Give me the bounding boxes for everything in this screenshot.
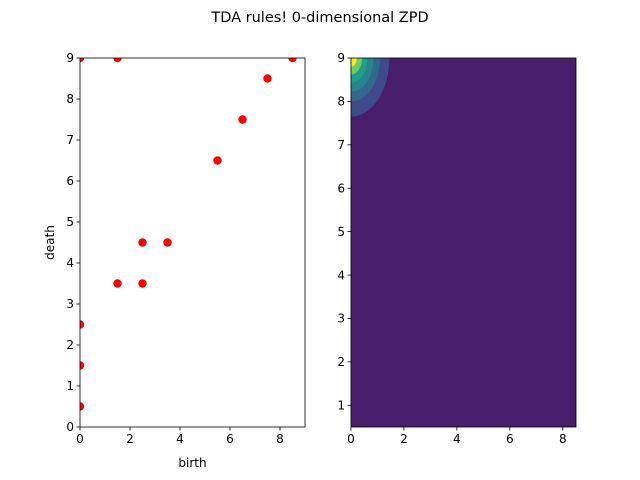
left-x-tick-label: 6 — [226, 432, 234, 446]
left-x-tick-label: 0 — [76, 432, 84, 446]
left-x-tick-label: 4 — [176, 432, 184, 446]
right-y-tick-label: 5 — [337, 225, 345, 239]
right-x-tick-label: 8 — [559, 432, 567, 446]
scatter-point — [163, 238, 172, 247]
scatter-point — [80, 361, 85, 370]
left-y-tick-label: 8 — [66, 92, 74, 106]
left-y-tick-label: 0 — [66, 420, 74, 434]
density-contour-panel: 0 2 4 6 8 1 2 3 4 5 6 7 8 9 — [337, 51, 577, 446]
left-plot-area — [80, 58, 297, 411]
scatter-point — [238, 115, 247, 124]
persistence-scatter-panel: 0 2 4 6 8 0 1 2 3 4 5 6 7 8 9 birth death — [43, 51, 306, 470]
left-y-tick-label: 6 — [66, 174, 74, 188]
left-frame — [79, 57, 306, 428]
right-y-tick-label: 2 — [337, 355, 345, 369]
contour-background — [351, 58, 576, 427]
scatter-point — [138, 238, 147, 247]
right-x-tick-label: 0 — [347, 432, 355, 446]
left-x-tick-label: 2 — [126, 432, 134, 446]
scatter-point — [138, 279, 147, 288]
right-y-tick-label: 4 — [337, 268, 345, 282]
figure-title: TDA rules! 0-dimensional ZPD — [210, 10, 428, 26]
left-x-axis-label: birth — [178, 456, 206, 470]
left-y-tick-label: 1 — [66, 379, 74, 393]
scatter-point — [288, 58, 297, 63]
left-x-tick-label: 8 — [276, 432, 284, 446]
scatter-point — [80, 402, 85, 411]
left-y-tick-label: 2 — [66, 338, 74, 352]
right-y-tick-label: 6 — [337, 181, 345, 195]
scatter-point — [113, 58, 122, 63]
right-frame — [350, 57, 577, 428]
right-x-tick-label: 2 — [400, 432, 408, 446]
right-y-tick-label: 3 — [337, 312, 345, 326]
right-x-tick-label: 4 — [453, 432, 461, 446]
right-y-tick-label: 1 — [337, 398, 345, 412]
left-y-tick-label: 9 — [66, 51, 74, 65]
left-y-tick-label: 4 — [66, 256, 74, 270]
contour-level — [351, 58, 357, 67]
right-y-tick-label: 8 — [337, 95, 345, 109]
right-y-tick-label: 7 — [337, 138, 345, 152]
scatter-point — [113, 279, 122, 288]
right-plot-area — [351, 58, 576, 427]
right-x-tick-label: 6 — [506, 432, 514, 446]
scatter-point — [263, 74, 272, 83]
scatter-point — [80, 58, 85, 63]
left-y-axis-label: death — [43, 225, 57, 260]
left-y-tick-label: 5 — [66, 215, 74, 229]
scatter-point — [213, 156, 222, 165]
left-y-tick-label: 7 — [66, 133, 74, 147]
left-y-tick-label: 3 — [66, 297, 74, 311]
right-y-tick-label: 9 — [337, 51, 345, 65]
scatter-point — [80, 320, 85, 329]
